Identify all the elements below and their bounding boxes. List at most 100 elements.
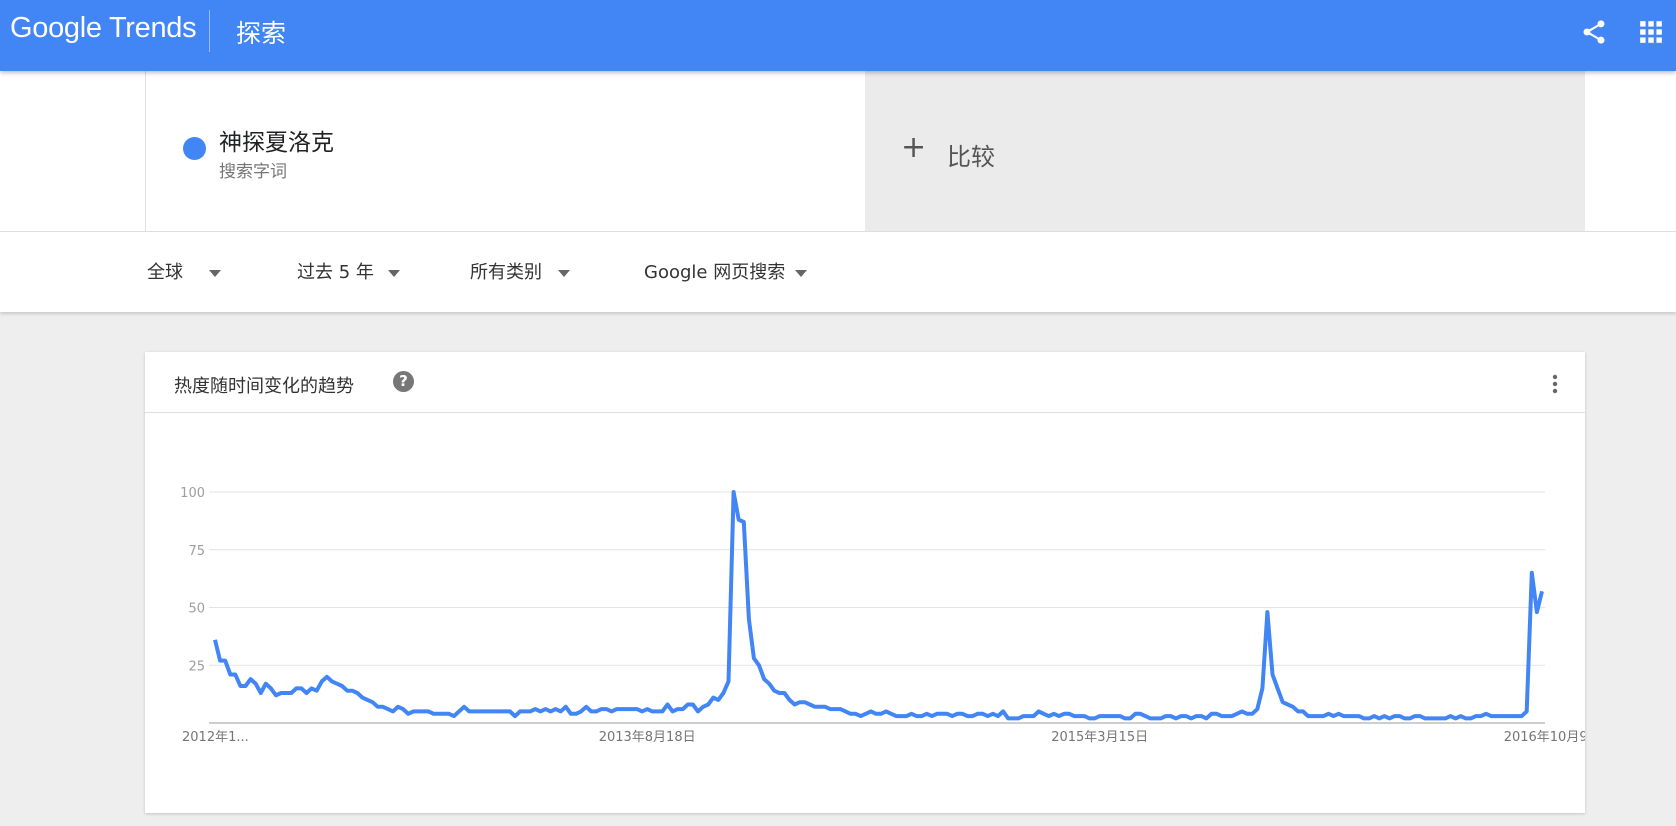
- data-point[interactable]: [376, 705, 380, 709]
- data-point[interactable]: [416, 709, 420, 713]
- data-point[interactable]: [1265, 610, 1269, 614]
- data-point[interactable]: [1072, 714, 1076, 718]
- data-point[interactable]: [371, 700, 375, 704]
- data-point[interactable]: [757, 663, 761, 667]
- data-point[interactable]: [1428, 716, 1432, 720]
- data-point[interactable]: [477, 709, 481, 713]
- data-point[interactable]: [238, 684, 242, 688]
- data-point[interactable]: [1016, 716, 1020, 720]
- data-point[interactable]: [1321, 714, 1325, 718]
- data-point[interactable]: [1103, 714, 1107, 718]
- data-point[interactable]: [391, 709, 395, 713]
- data-point[interactable]: [782, 691, 786, 695]
- data-point[interactable]: [1499, 714, 1503, 718]
- data-point[interactable]: [742, 520, 746, 524]
- data-point[interactable]: [1057, 714, 1061, 718]
- data-point[interactable]: [320, 679, 324, 683]
- data-point[interactable]: [1530, 571, 1534, 575]
- data-point[interactable]: [1047, 714, 1051, 718]
- data-point[interactable]: [1286, 703, 1290, 707]
- data-point[interactable]: [233, 672, 237, 676]
- data-point[interactable]: [559, 709, 563, 713]
- data-point[interactable]: [350, 689, 354, 693]
- data-point[interactable]: [737, 518, 741, 522]
- data-point[interactable]: [538, 709, 542, 713]
- data-point[interactable]: [1342, 714, 1346, 718]
- data-point[interactable]: [1540, 589, 1544, 593]
- data-point[interactable]: [452, 714, 456, 718]
- data-point[interactable]: [686, 703, 690, 707]
- data-point[interactable]: [274, 693, 278, 697]
- data-point[interactable]: [996, 714, 1000, 718]
- data-point[interactable]: [1250, 712, 1254, 716]
- data-point[interactable]: [467, 709, 471, 713]
- data-point[interactable]: [462, 705, 466, 709]
- google-trends-logo[interactable]: Google Trends: [10, 12, 197, 44]
- data-point[interactable]: [671, 709, 675, 713]
- data-point[interactable]: [1408, 716, 1412, 720]
- time-filter[interactable]: 过去 5 年: [297, 258, 400, 284]
- data-point[interactable]: [1525, 709, 1529, 713]
- data-point[interactable]: [579, 709, 583, 713]
- data-point[interactable]: [701, 705, 705, 709]
- data-point[interactable]: [513, 714, 517, 718]
- data-point[interactable]: [1032, 714, 1036, 718]
- data-point[interactable]: [528, 709, 532, 713]
- data-point[interactable]: [310, 686, 314, 690]
- data-point[interactable]: [244, 684, 248, 688]
- data-point[interactable]: [523, 709, 527, 713]
- data-point[interactable]: [1179, 714, 1183, 718]
- data-point[interactable]: [498, 709, 502, 713]
- data-point[interactable]: [666, 703, 670, 707]
- data-point[interactable]: [1138, 712, 1142, 716]
- data-point[interactable]: [1509, 714, 1513, 718]
- data-point[interactable]: [584, 705, 588, 709]
- data-point[interactable]: [569, 712, 573, 716]
- data-point[interactable]: [823, 705, 827, 709]
- data-point[interactable]: [615, 707, 619, 711]
- data-point[interactable]: [564, 705, 568, 709]
- data-point[interactable]: [920, 714, 924, 718]
- data-point[interactable]: [1037, 709, 1041, 713]
- data-point[interactable]: [1169, 714, 1173, 718]
- data-point[interactable]: [254, 682, 258, 686]
- data-point[interactable]: [1011, 716, 1015, 720]
- data-point[interactable]: [1291, 705, 1295, 709]
- data-point[interactable]: [1118, 714, 1122, 718]
- data-point[interactable]: [762, 677, 766, 681]
- data-point[interactable]: [681, 707, 685, 711]
- data-point[interactable]: [482, 709, 486, 713]
- data-point[interactable]: [554, 707, 558, 711]
- data-point[interactable]: [935, 712, 939, 716]
- data-point[interactable]: [1296, 709, 1300, 713]
- data-point[interactable]: [1230, 714, 1234, 718]
- data-point[interactable]: [1347, 714, 1351, 718]
- data-point[interactable]: [533, 707, 537, 711]
- data-point[interactable]: [910, 712, 914, 716]
- data-point[interactable]: [874, 712, 878, 716]
- data-point[interactable]: [508, 709, 512, 713]
- data-point[interactable]: [1316, 714, 1320, 718]
- data-point[interactable]: [884, 709, 888, 713]
- data-point[interactable]: [1433, 716, 1437, 720]
- data-point[interactable]: [833, 707, 837, 711]
- data-point[interactable]: [1352, 714, 1356, 718]
- data-point[interactable]: [1448, 714, 1452, 718]
- data-point[interactable]: [330, 679, 334, 683]
- data-point[interactable]: [1271, 672, 1275, 676]
- search-type-filter[interactable]: Google 网页搜索: [644, 258, 808, 284]
- data-point[interactable]: [1149, 716, 1153, 720]
- data-point[interactable]: [1332, 714, 1336, 718]
- search-term-name[interactable]: 神探夏洛克: [219, 130, 334, 156]
- data-point[interactable]: [1001, 709, 1005, 713]
- data-point[interactable]: [1194, 714, 1198, 718]
- data-point[interactable]: [249, 677, 253, 681]
- data-point[interactable]: [945, 712, 949, 716]
- data-point[interactable]: [711, 696, 715, 700]
- data-point[interactable]: [493, 709, 497, 713]
- data-point[interactable]: [894, 714, 898, 718]
- data-point[interactable]: [1281, 700, 1285, 704]
- data-point[interactable]: [991, 712, 995, 716]
- data-point[interactable]: [360, 696, 364, 700]
- data-point[interactable]: [879, 712, 883, 716]
